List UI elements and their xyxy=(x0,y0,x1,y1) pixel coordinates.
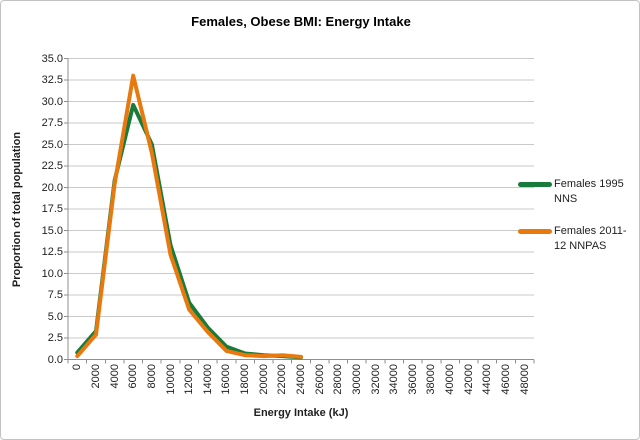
y-tick-label: 15.0 xyxy=(41,224,63,237)
legend-entry-females-2011-12-nnpas: Females 2011-12 NNPAS xyxy=(518,224,638,254)
legend-label-females-1995-nns: Females 1995 NNS xyxy=(554,178,624,205)
chart-title: Females, Obese BMI: Energy Intake xyxy=(191,14,411,29)
x-axis-title: Energy Intake (kJ) xyxy=(253,407,349,419)
legend-swatch-females-2011-12-nnpas xyxy=(518,229,552,234)
y-tick-label: 0.0 xyxy=(47,353,63,366)
legend: Females 1995 NNS Females 2011-12 NNPAS xyxy=(518,177,638,271)
y-tick-label: 7.5 xyxy=(47,289,63,301)
legend-entry-females-1995-nns: Females 1995 NNS xyxy=(518,177,638,207)
series-line-females-2011-12-nnpas xyxy=(75,73,303,359)
y-tick-label: 10.0 xyxy=(41,267,63,280)
y-tick-label: 2.5 xyxy=(47,332,63,344)
y-tick-label: 27.5 xyxy=(41,117,63,129)
y-tick-label: 22.5 xyxy=(41,160,63,172)
y-axis-title: Proportion of total population xyxy=(11,131,23,288)
y-tick-label: 5.0 xyxy=(47,310,63,323)
y-tick-label: 20.0 xyxy=(41,181,63,194)
y-tick-label: 35.0 xyxy=(41,52,63,65)
series-line-females-1995-nns xyxy=(75,102,303,360)
legend-label-females-2011-12-nnpas: Females 2011-12 NNPAS xyxy=(554,225,627,252)
y-tick-label: 30.0 xyxy=(41,95,63,108)
y-tick-label: 12.5 xyxy=(41,246,63,258)
legend-swatch-females-1995-nns xyxy=(518,182,552,187)
y-tick-label: 25.0 xyxy=(41,138,63,151)
y-tick-label: 17.5 xyxy=(41,203,63,215)
y-tick-label: 32.5 xyxy=(41,74,63,86)
